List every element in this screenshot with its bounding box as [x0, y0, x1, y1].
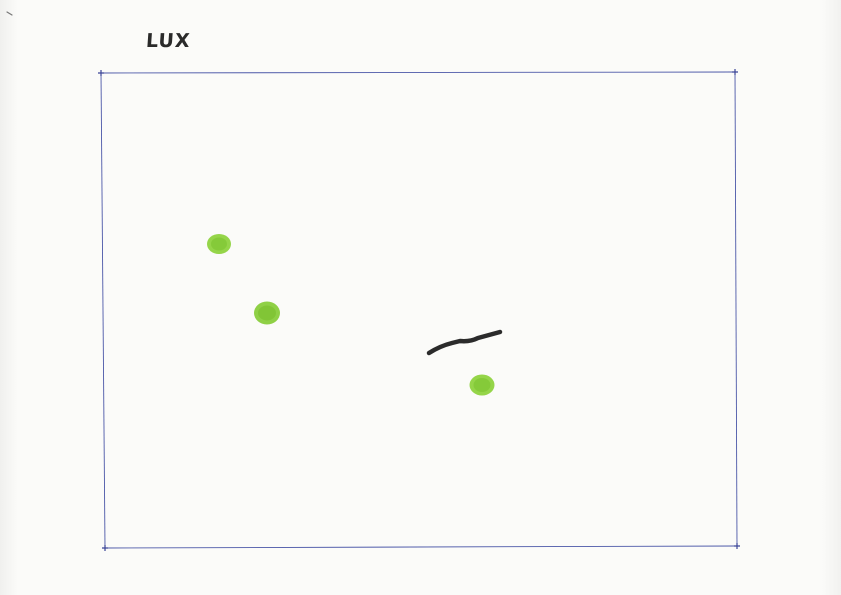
- green-dot-core: [473, 378, 491, 392]
- green-dot-core: [211, 237, 227, 251]
- corner-bottom-left: [102, 545, 108, 551]
- black-marker-stroke: [426, 329, 503, 356]
- frame-right-edge: [734, 71, 738, 547]
- corner-top-left: [98, 70, 104, 76]
- corner-pencil-mark: [6, 11, 13, 16]
- green-dot-core: [258, 305, 276, 321]
- green-dots: [207, 234, 495, 396]
- corner-bottom-right: [734, 543, 740, 549]
- frame-left-edge: [100, 72, 106, 549]
- corner-top-right: [732, 69, 738, 75]
- frame-corner-marks: [98, 69, 740, 551]
- frame-top-edge: [100, 71, 736, 74]
- frame-bottom-edge: [104, 545, 738, 549]
- frame-rectangle: [98, 69, 740, 551]
